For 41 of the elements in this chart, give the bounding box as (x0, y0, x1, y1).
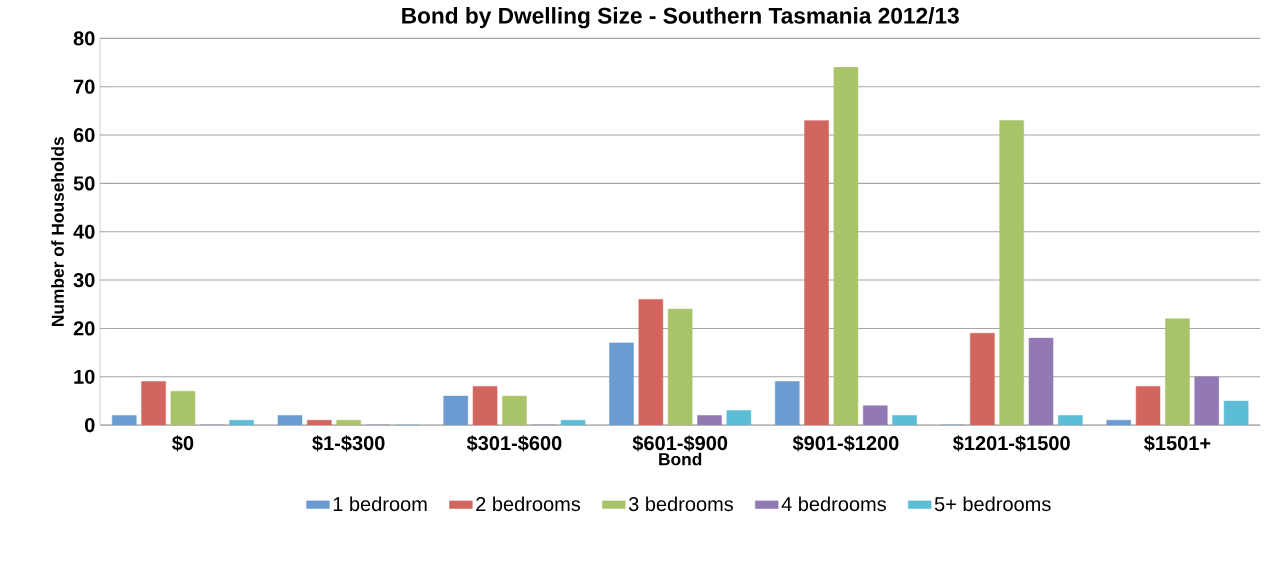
x-tick-label: $901-$1200 (792, 435, 899, 452)
bar (170, 390, 196, 426)
legend-label: 5+ bedrooms (934, 496, 1051, 512)
bar (1028, 337, 1054, 426)
bar (336, 419, 361, 426)
legend-label: 2 bedrooms (476, 496, 581, 512)
x-tick-label: $1501+ (1144, 435, 1211, 452)
y-tick-label: 40 (73, 224, 95, 239)
y-tick-label: 50 (73, 176, 95, 191)
bar (892, 415, 917, 426)
bar (833, 67, 859, 426)
bar (1165, 318, 1190, 426)
x-tick-label: $601-$900 (632, 435, 728, 452)
bar (697, 415, 722, 426)
bar (502, 395, 527, 426)
y-axis-title: Number of Households (51, 137, 64, 326)
y-tick-label: 0 (84, 417, 95, 433)
x-axis-title: Bond (659, 452, 702, 466)
legend-label: 1 bedroom (333, 496, 427, 512)
bar (667, 308, 693, 426)
x-tick-label: $0 (172, 435, 194, 452)
bar (560, 419, 586, 426)
legend-label: 4 bedrooms (781, 496, 886, 512)
bar (999, 120, 1024, 426)
y-tick-label: 10 (74, 369, 95, 384)
bar (229, 419, 254, 426)
bar (726, 410, 752, 426)
x-tick-label: $1201-$1500 (953, 435, 1070, 452)
y-tick-label: 70 (73, 79, 95, 94)
y-tick-label: 20 (73, 321, 95, 336)
bar (1194, 376, 1220, 426)
y-tick-label: 80 (73, 31, 95, 46)
bar (863, 405, 888, 426)
chart-title: Bond by Dwelling Size - Southern Tasmania 2012/13 (402, 7, 959, 29)
x-tick-label: $1-$300 (312, 435, 385, 452)
y-tick-label: 30 (73, 272, 95, 288)
legend-label: 3 bedrooms (628, 496, 734, 512)
bar (1058, 415, 1083, 426)
y-tick-label: 60 (73, 127, 95, 143)
bar (1223, 400, 1249, 426)
x-tick-label: $301-$600 (466, 435, 562, 452)
